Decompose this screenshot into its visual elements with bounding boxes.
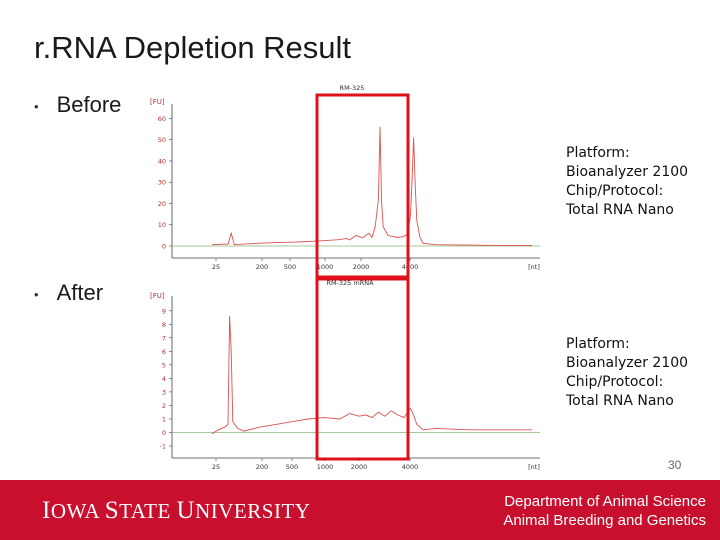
bullet-dot-icon: • xyxy=(34,286,39,302)
page-number: 30 xyxy=(668,458,682,472)
platform-note-after: Platform: Bioanalyzer 2100 Chip/Protocol… xyxy=(566,335,688,411)
x-tick-label: 4000 xyxy=(402,263,419,271)
y-tick-label: 4 xyxy=(162,375,166,383)
trace-line xyxy=(211,126,532,246)
protocol-label: Chip/Protocol: xyxy=(566,183,664,199)
protocol-label: Chip/Protocol: xyxy=(566,374,664,390)
platform-label: Platform: xyxy=(566,145,630,161)
platform-note-before: Platform: Bioanalyzer 2100 Chip/Protocol… xyxy=(566,144,688,220)
platform-value: Bioanalyzer 2100 xyxy=(566,164,689,180)
department-text: Department of Animal Science Animal Bree… xyxy=(503,492,706,530)
university-logo: IOWA STATE UNIVERSITY xyxy=(42,497,311,524)
y-tick-label: 9 xyxy=(162,307,166,315)
highlight-box xyxy=(315,93,410,279)
x-tick-label: 25 xyxy=(212,463,220,471)
protocol-value: Total RNA Nano xyxy=(566,202,674,218)
y-axis-unit-label: [FU] xyxy=(150,98,165,106)
bullet-before: • Before xyxy=(34,92,121,118)
y-tick-label: 60 xyxy=(158,115,166,123)
x-tick-label: 500 xyxy=(286,463,298,471)
x-tick-label: 2000 xyxy=(351,463,368,471)
x-tick-label: 500 xyxy=(284,263,296,271)
platform-label: Platform: xyxy=(566,336,630,352)
x-tick-label: 2000 xyxy=(353,263,370,271)
bullet-dot-icon: • xyxy=(34,98,39,114)
y-tick-label: 0 xyxy=(162,243,166,251)
x-axis-unit-label: [nt] xyxy=(528,463,540,471)
y-tick-label: 50 xyxy=(158,136,166,144)
y-tick-label: 20 xyxy=(158,200,166,208)
x-tick-label: 1000 xyxy=(317,463,334,471)
trace-line xyxy=(211,316,532,435)
highlight-box xyxy=(315,277,410,461)
y-tick-label: 0 xyxy=(162,429,166,437)
platform-value: Bioanalyzer 2100 xyxy=(566,355,689,371)
y-tick-label: 1 xyxy=(162,415,166,423)
department-line-2: Animal Breeding and Genetics xyxy=(503,512,706,529)
x-axis-unit-label: [nt] xyxy=(528,263,540,271)
x-tick-label: 200 xyxy=(256,463,268,471)
bullet-after-label: After xyxy=(56,280,104,305)
footer-bar xyxy=(0,480,720,540)
department-line-1: Department of Animal Science xyxy=(504,493,706,510)
y-tick-label: 8 xyxy=(162,321,166,329)
y-tick-label: 30 xyxy=(158,179,166,187)
y-axis-unit-label: [FU] xyxy=(150,292,165,300)
bullet-after: • After xyxy=(34,280,103,306)
y-tick-label: 40 xyxy=(158,157,166,165)
chart-title: RM-325 mRNA xyxy=(326,279,374,287)
chart-title: RM-325 xyxy=(340,84,365,92)
slide-title: r.RNA Depletion Result xyxy=(34,30,352,65)
y-tick-label: -1 xyxy=(160,443,166,451)
y-tick-label: 6 xyxy=(162,348,166,356)
x-tick-label: 1000 xyxy=(317,263,334,271)
y-tick-label: 3 xyxy=(162,388,166,396)
y-tick-label: 5 xyxy=(162,361,166,369)
y-tick-label: 2 xyxy=(162,402,166,410)
x-tick-label: 200 xyxy=(256,263,268,271)
protocol-value: Total RNA Nano xyxy=(566,393,674,409)
bullet-before-label: Before xyxy=(56,92,122,117)
y-tick-label: 7 xyxy=(162,334,166,342)
y-tick-label: 10 xyxy=(158,221,166,229)
x-tick-label: 4000 xyxy=(402,463,419,471)
x-tick-label: 25 xyxy=(212,263,220,271)
